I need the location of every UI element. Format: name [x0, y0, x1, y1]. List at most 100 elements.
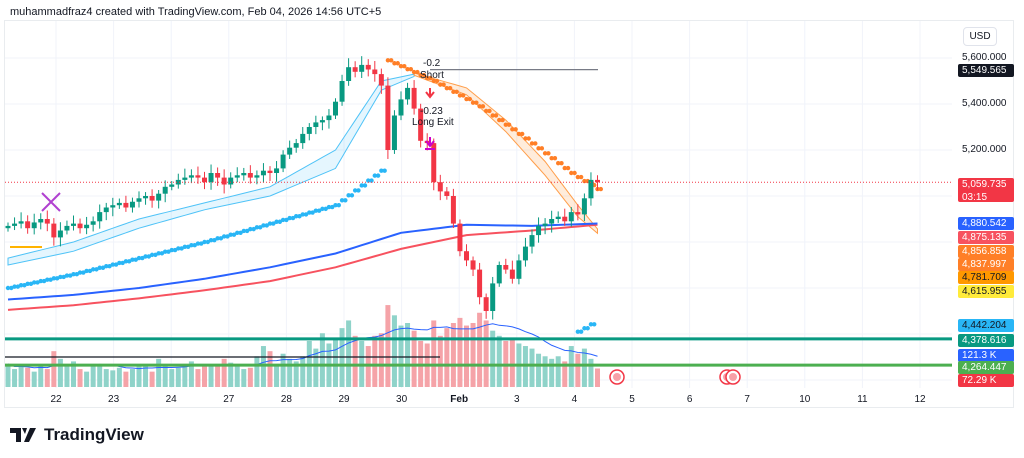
psar-dot — [326, 204, 332, 210]
candle-body — [581, 198, 587, 215]
psar-dot — [205, 239, 210, 245]
volume-bar — [372, 335, 378, 387]
psar-dot — [385, 58, 391, 63]
candle-body — [326, 115, 332, 121]
psar-dot — [313, 208, 319, 213]
candle-body — [568, 212, 574, 222]
psar-dot — [457, 93, 463, 98]
volume-bar — [274, 363, 280, 387]
psar-dot — [431, 78, 436, 84]
candle-body — [221, 177, 227, 185]
volume-bar — [287, 358, 293, 387]
volume-bar — [477, 312, 483, 387]
volume-bar — [549, 358, 555, 387]
x-tick: 7 — [744, 394, 750, 405]
psar-dot — [487, 108, 492, 114]
psar-dot — [254, 225, 260, 230]
x-tick: 6 — [686, 394, 693, 405]
psar-dot — [267, 221, 273, 226]
candle-body — [595, 179, 600, 183]
psar-dot — [58, 274, 63, 280]
candle-body — [405, 87, 411, 100]
psar-dot — [274, 219, 279, 224]
candle-body — [110, 205, 116, 208]
candle-body — [529, 235, 535, 247]
price-tag: 4,837.997 — [958, 258, 1014, 271]
psar-dot — [434, 78, 440, 84]
brand-name: TradingView — [44, 425, 144, 444]
psar-dot — [231, 232, 237, 237]
candle-body — [84, 224, 90, 229]
volume-bar — [12, 369, 18, 387]
psar-dot — [215, 236, 220, 241]
psar-dot — [290, 215, 296, 221]
candle-body — [215, 173, 221, 178]
volume-bar — [437, 335, 443, 387]
psar-dot — [189, 243, 194, 248]
psar-dot — [461, 93, 466, 98]
psar-dot — [552, 156, 558, 161]
psar-dot — [356, 188, 361, 193]
psar-dot — [565, 165, 571, 171]
psar-dot — [421, 72, 427, 78]
psar-dot — [45, 277, 50, 282]
candle-body — [267, 170, 273, 173]
volume-bar — [411, 330, 417, 387]
psar-dot — [575, 329, 581, 334]
psar-dot — [516, 131, 522, 137]
candle-body — [143, 196, 149, 199]
psar-dot — [251, 226, 256, 232]
psar-dot — [464, 96, 469, 102]
psar-dot — [244, 228, 250, 234]
psar-dot — [140, 255, 145, 261]
candle-body — [378, 74, 384, 86]
psar-dot — [218, 236, 224, 241]
candle-body — [562, 216, 568, 222]
y-tick: 5,400.000 — [962, 98, 1007, 109]
psar-dot — [32, 280, 37, 285]
psar-dot — [346, 193, 351, 198]
psar-dot — [556, 160, 561, 166]
candle-body — [503, 265, 509, 270]
psar-dot — [405, 66, 410, 72]
volume-bar — [267, 351, 273, 387]
psar-dot — [588, 322, 594, 327]
psar-dot — [248, 226, 253, 232]
psar-dot — [297, 214, 302, 219]
volume-bar — [175, 367, 181, 387]
candle-body — [280, 154, 286, 169]
volume-bar — [5, 363, 11, 387]
candle-body — [398, 99, 404, 116]
x-tick: 23 — [108, 394, 120, 405]
psar-dot — [71, 272, 76, 277]
volume-bar — [319, 333, 325, 387]
psar-dot — [166, 249, 171, 254]
psar-dot — [379, 168, 384, 173]
psar-dot — [392, 61, 397, 66]
long-exit-label: Long Exit — [412, 117, 454, 128]
psar-dot — [526, 136, 531, 141]
volume-bar — [221, 358, 227, 387]
x-tick: Feb — [450, 394, 469, 405]
psar-dot — [133, 257, 138, 262]
candle-body — [169, 184, 175, 187]
volume-bar — [562, 361, 568, 387]
tradingview-logo[interactable]: TradingView — [10, 425, 144, 445]
psar-dot — [307, 210, 312, 215]
x-tick: 22 — [50, 394, 62, 405]
psar-dot — [330, 204, 335, 210]
psar-dot — [536, 146, 541, 151]
volume-bar — [51, 351, 57, 387]
candle-body — [287, 147, 293, 155]
volume-bar — [529, 348, 535, 387]
cross-marker-icon — [41, 192, 61, 212]
candle-body — [549, 219, 555, 224]
exit-arrow-icon — [425, 137, 435, 150]
psar-dot — [100, 265, 106, 270]
candle-body — [333, 101, 338, 116]
psar-dot — [533, 141, 538, 146]
psar-dot — [402, 64, 407, 69]
currency-button[interactable]: USD — [963, 27, 997, 46]
volume-bar — [405, 323, 411, 387]
